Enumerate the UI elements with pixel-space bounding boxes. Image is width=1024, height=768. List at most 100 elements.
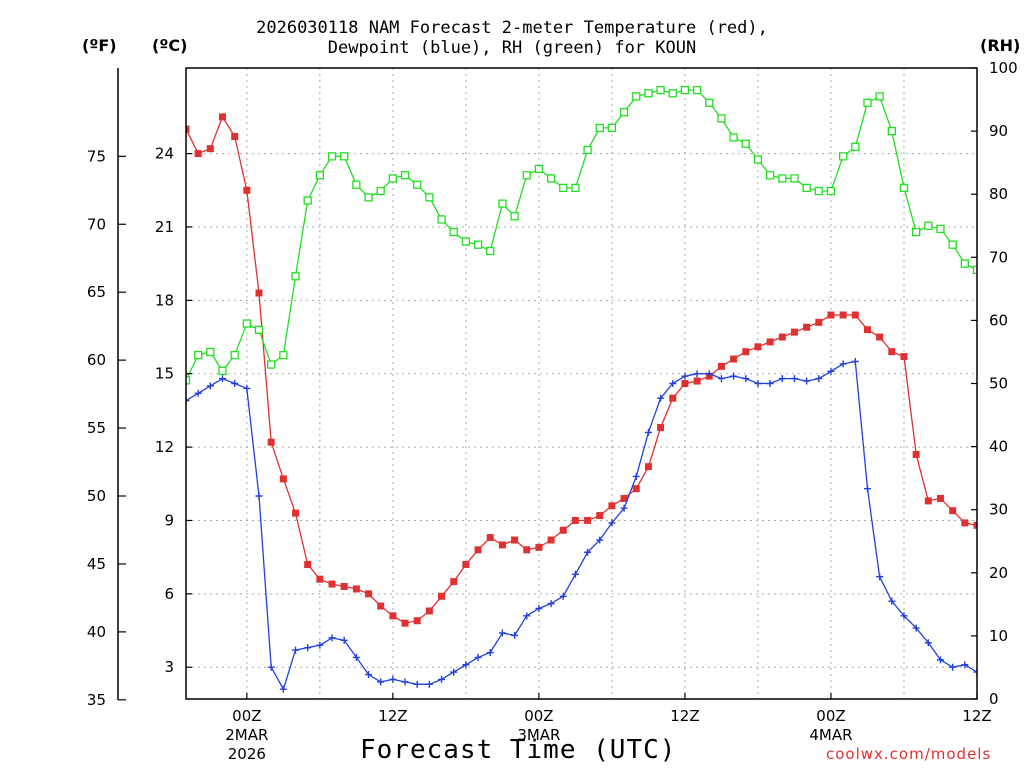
temperature-point (584, 516, 592, 524)
rh-tick-label: 0 (989, 690, 999, 708)
rh-point (413, 180, 422, 189)
dewpoint-point (365, 671, 373, 679)
source-credit: coolwx.com/models (826, 745, 992, 763)
temperature-point (924, 497, 932, 505)
temperature-point (413, 617, 421, 625)
rh-point (376, 186, 385, 196)
dewpoint-point (790, 375, 798, 383)
dewpoint-point (827, 367, 835, 375)
rh-unit-label: (RH) (980, 36, 1021, 55)
celsius-tick-label: 9 (164, 511, 174, 529)
temperature-point (328, 580, 336, 588)
dewpoint-point (352, 653, 360, 661)
axes: 35 40 45 50 55 60 65 70 75 3 6 9 12 15 18 21 24 0 10 20 30 40… (87, 59, 1018, 763)
temperature-point (194, 150, 202, 158)
temperature-point (523, 546, 531, 554)
temperature-point (596, 512, 604, 520)
rh-point (656, 85, 665, 95)
rh-point (814, 186, 823, 196)
celsius-tick-label: 24 (155, 145, 174, 163)
temperature-point (669, 394, 677, 402)
plot-frame (185, 67, 978, 700)
rh-point (765, 171, 775, 180)
dewpoint-point (803, 377, 811, 385)
rh-point (522, 171, 531, 180)
dewpoint-point (876, 573, 884, 581)
dewpoint-point (766, 380, 774, 387)
temperature-point (571, 516, 579, 524)
temperature-point (340, 582, 348, 590)
dewpoint-point (863, 485, 871, 493)
dewpoint-point (644, 428, 652, 436)
dewpoint-point (717, 375, 725, 383)
temperature-point (803, 323, 811, 331)
rh-point (473, 240, 483, 249)
dewpoint-point (462, 661, 470, 669)
rh-point (948, 240, 957, 249)
temperature-point (389, 612, 397, 620)
chart-title-line-2: Dewpoint (blue), RH (green) for KOUN (327, 38, 697, 58)
temperature-point (1010, 527, 1017, 534)
rh-point (899, 183, 909, 193)
x-tick-label: 12Z (670, 707, 699, 725)
rh-point (206, 347, 215, 357)
temperature-point (292, 509, 300, 517)
rh-tick-label: 100 (989, 59, 1018, 77)
temperature-point (839, 311, 847, 319)
temperature-point (961, 519, 969, 527)
rh-point (400, 171, 410, 180)
dewpoint-point (705, 370, 713, 378)
x-tick-date: 2MAR (225, 726, 268, 744)
dewpoint-point (851, 357, 859, 365)
x-axis-title: Forecast Time (UTC) (360, 735, 677, 765)
temperature-point (863, 326, 871, 334)
dewpoint-point (596, 536, 604, 544)
temperature-point (730, 355, 738, 363)
temperature-point (316, 575, 324, 583)
rh-point (619, 108, 629, 117)
chart-title-line-1: 2026030118 NAM Forecast 2-meter Temperat… (256, 18, 768, 38)
rh-point (680, 85, 690, 95)
dewpoint-point (632, 472, 640, 480)
rh-point (425, 193, 434, 202)
rh-tick-label: 40 (989, 438, 1008, 456)
dewpoint-point (206, 382, 214, 390)
celsius-unit-label: (ºC) (152, 36, 188, 55)
rh-point (340, 152, 349, 161)
temperature-point (851, 311, 859, 319)
rh-tick-label: 50 (989, 375, 1008, 393)
temperature-point (608, 502, 616, 510)
dewpoint-point (973, 668, 977, 676)
temperature-point (219, 113, 227, 121)
temperature-point (401, 619, 409, 627)
dewpoint-point (657, 394, 665, 402)
temperature-point (620, 494, 628, 502)
temperature-point (486, 534, 494, 542)
dewpoint-point (474, 653, 482, 661)
dewpoint-point (1010, 649, 1017, 656)
rh-point (1010, 352, 1017, 359)
dewpoint-point (998, 656, 1005, 663)
fahrenheit-unit-label: (ºF) (82, 36, 117, 55)
temperature-point (876, 333, 884, 341)
temperature-point (206, 145, 214, 153)
temperature-point (986, 524, 993, 531)
temperature-point (462, 560, 470, 568)
rh-point (705, 98, 714, 107)
dewpoint-point (170, 395, 177, 402)
temperature-point (717, 362, 725, 370)
rh-point (607, 123, 617, 133)
temperature-point (998, 529, 1005, 536)
temperature-point (559, 526, 567, 534)
dewpoint-point (194, 389, 202, 397)
rh-point (838, 152, 848, 161)
rh-point (267, 360, 276, 369)
dewpoint-point (219, 375, 227, 383)
dewpoint-point (681, 372, 689, 380)
dewpoint-point (559, 592, 567, 600)
rh-point (875, 92, 884, 101)
dewpoint-point (450, 668, 458, 676)
x-tick-label: 00Z (232, 707, 261, 725)
rh-tick-label: 30 (989, 501, 1008, 519)
dewpoint-point (340, 636, 348, 644)
